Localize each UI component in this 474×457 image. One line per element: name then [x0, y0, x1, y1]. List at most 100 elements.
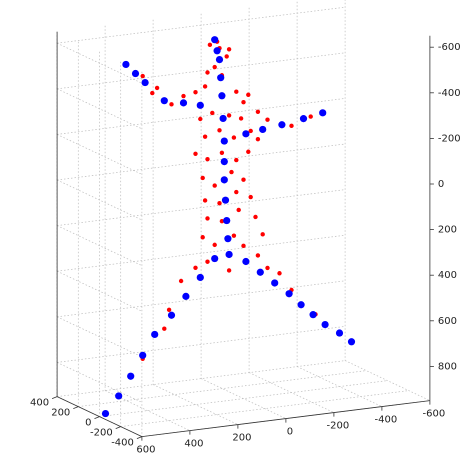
point — [205, 216, 210, 221]
y-tick — [51, 396, 58, 399]
point — [241, 100, 246, 105]
z-tick-label: -200 — [438, 133, 461, 144]
y-tick-label: 200 — [51, 408, 70, 419]
point — [211, 254, 219, 263]
point — [225, 250, 233, 259]
point — [166, 307, 172, 313]
point — [277, 271, 282, 276]
point — [265, 117, 270, 122]
point — [246, 92, 251, 97]
grid-line — [56, 42, 143, 84]
point — [246, 149, 251, 154]
point — [226, 47, 232, 52]
y-tick — [73, 406, 79, 409]
point — [229, 169, 234, 175]
point — [226, 113, 232, 118]
point — [202, 84, 208, 89]
point — [141, 78, 149, 87]
point — [122, 60, 130, 69]
point — [219, 218, 225, 224]
point — [181, 93, 186, 99]
point — [335, 329, 344, 337]
grid-line — [56, 225, 143, 266]
point — [278, 121, 286, 129]
point — [212, 242, 217, 248]
point — [289, 123, 294, 129]
point — [179, 99, 188, 107]
grid-line — [56, 179, 143, 221]
point — [169, 102, 174, 107]
y-tick-label: 400 — [30, 398, 49, 409]
y-tick — [94, 416, 100, 419]
x-tick-label: 600 — [136, 445, 155, 456]
point — [242, 130, 250, 138]
point — [221, 196, 230, 204]
x-tick-label: 0 — [287, 427, 293, 438]
grid-line — [56, 270, 143, 312]
point — [224, 235, 232, 243]
z-tick-label: 800 — [438, 361, 457, 372]
point — [212, 64, 217, 70]
point — [182, 292, 190, 300]
point — [271, 279, 279, 287]
point — [127, 372, 135, 380]
point — [139, 351, 147, 359]
point — [205, 70, 210, 75]
point — [131, 69, 140, 78]
grid-line — [99, 380, 388, 417]
grid-line — [57, 280, 346, 318]
point — [193, 265, 198, 270]
point — [241, 243, 246, 249]
z-tick-label: 600 — [438, 316, 457, 327]
point — [321, 320, 329, 329]
point — [256, 268, 264, 276]
y-tick-label: -200 — [90, 428, 113, 439]
grid-line — [344, 360, 431, 401]
point — [238, 116, 244, 121]
point — [217, 201, 222, 206]
z-tick-label: -400 — [438, 88, 461, 99]
grid-line — [57, 6, 346, 44]
grid-line — [57, 52, 346, 90]
point — [207, 42, 213, 48]
point — [202, 134, 208, 139]
point — [259, 125, 267, 134]
point — [308, 114, 313, 119]
point — [151, 330, 159, 339]
point — [215, 56, 224, 64]
grid-line — [57, 143, 346, 181]
point — [167, 311, 176, 319]
point — [202, 198, 208, 203]
point — [236, 207, 241, 213]
point — [196, 273, 204, 282]
point — [297, 301, 305, 309]
point — [196, 101, 204, 109]
point — [115, 392, 123, 400]
point — [224, 54, 229, 59]
point — [234, 89, 239, 94]
y-tick — [115, 426, 121, 429]
point — [223, 216, 231, 225]
point — [253, 214, 258, 220]
grid-line — [57, 189, 346, 226]
y-tick-label: 0 — [85, 418, 91, 429]
grid-line — [56, 134, 143, 175]
point — [231, 135, 237, 140]
point — [242, 257, 250, 266]
z-tick-label: 400 — [438, 270, 457, 281]
point — [162, 326, 167, 331]
grid-line — [104, 390, 191, 431]
grid-line — [200, 378, 287, 419]
point — [309, 311, 317, 319]
point — [220, 137, 228, 145]
point — [193, 151, 198, 156]
grid-line — [78, 370, 367, 407]
point — [234, 157, 239, 163]
point — [255, 136, 261, 142]
z-tick-label: -600 — [438, 42, 461, 53]
point — [217, 74, 225, 82]
point — [255, 253, 261, 258]
x-tick-label: -200 — [327, 421, 350, 432]
grid-line — [120, 390, 409, 427]
